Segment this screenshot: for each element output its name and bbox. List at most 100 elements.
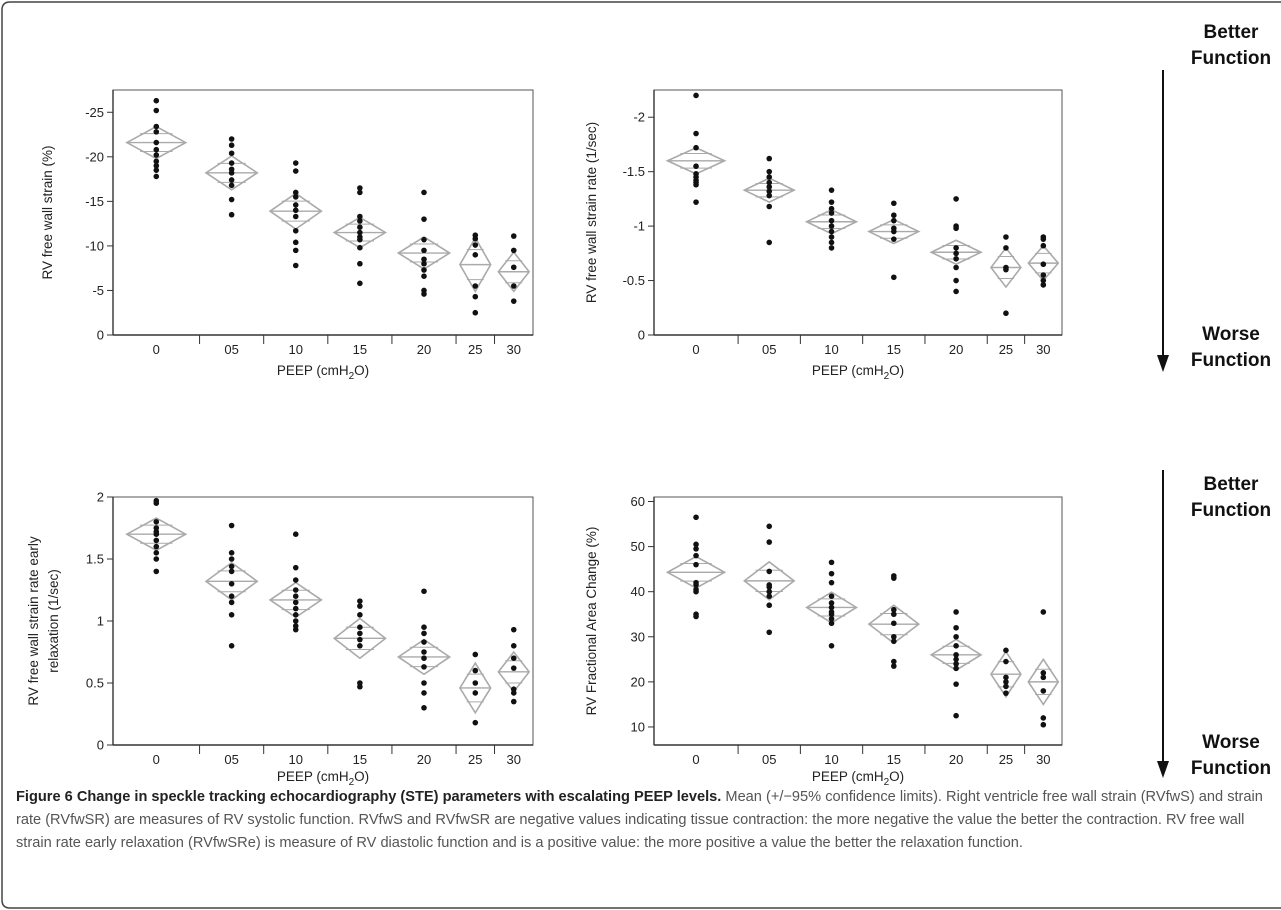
data-point [357,280,363,287]
y-tick-label: 30 [631,629,645,644]
data-point [891,212,897,219]
data-point [1040,277,1047,284]
better-function-label-bottom: Better Function [1190,474,1272,521]
data-point [153,531,160,537]
data-point [228,612,235,618]
data-point [292,194,299,200]
data-point [953,652,959,658]
data-point [228,550,235,556]
data-point [1040,609,1047,615]
data-point [766,593,773,599]
data-point [357,636,363,643]
data-point [292,160,299,166]
data-point [228,599,235,606]
data-point [891,236,897,242]
x-tick-label: 20 [417,752,431,767]
data-point [1003,647,1009,654]
data-point [421,705,427,711]
data-point [228,142,235,149]
data-point [693,199,699,205]
data-point [228,170,235,176]
data-point [510,655,517,661]
x-axis-label: PEEP (cmH2O) [812,363,904,382]
data-point [1040,670,1047,676]
data-point [472,719,479,726]
data-point [953,624,959,631]
data-point [1040,674,1047,681]
data-point [891,611,897,618]
data-point [421,247,427,254]
data-point [228,593,235,599]
data-point [766,168,773,175]
data-point [1040,272,1047,278]
data-point [228,643,235,649]
data-point [228,196,235,203]
data-point [1040,715,1047,721]
y-tick-label: 2 [97,490,104,505]
data-point [292,626,299,633]
data-point [510,298,517,304]
data-point [510,264,517,271]
data-point [953,277,959,284]
data-point [766,523,773,530]
data-point [891,633,897,640]
data-point [828,199,835,205]
data-point [472,293,479,300]
caption-title: Figure 6 Change in speckle tracking echo… [16,789,722,805]
data-point [421,630,427,637]
data-point [693,546,699,552]
data-point [953,656,959,663]
data-point [766,203,773,210]
data-point [153,543,160,550]
data-point [828,245,835,251]
data-point [693,582,699,588]
data-point [953,712,959,719]
better-function-label-top: Better Function [1190,22,1272,69]
data-point [228,211,235,218]
data-point [153,158,160,165]
data-point [357,603,363,609]
data-point [510,643,517,649]
x-axis-label: PEEP (cmH2O) [277,363,369,382]
worse-function-label-bottom: Worse Function [1190,732,1272,779]
data-point [1040,242,1047,249]
y-tick-label: -15 [85,194,104,209]
x-tick-label: 20 [949,342,963,357]
data-point [693,552,699,559]
data-point [153,550,160,556]
arrow-down-icon [1157,470,1169,778]
data-point [228,563,235,570]
data-point [357,630,363,637]
data-point [421,189,427,196]
x-tick-label: 20 [949,752,963,767]
data-point [891,228,897,235]
data-point [357,260,363,267]
data-point [828,559,835,566]
data-point [953,264,959,271]
data-point [1003,266,1009,273]
data-point [292,593,299,599]
data-point [292,239,299,246]
data-point [421,273,427,280]
arrow-down-icon [1157,70,1169,372]
data-point [953,633,959,640]
caption-body: Mean (+/−95% confidence limits). Right v… [16,789,1263,851]
y-axis-label: RV free wall strain (%) [40,145,55,279]
data-point [693,588,699,595]
data-point [357,244,363,251]
data-point [421,624,427,630]
data-point [421,260,427,267]
data-point [953,196,959,202]
data-point [891,663,897,669]
data-point [153,167,160,173]
data-point [292,599,299,606]
data-point [153,146,160,153]
data-point [953,225,959,232]
x-tick-label: 15 [887,752,901,767]
data-point [510,233,517,239]
x-tick-label: 30 [1036,342,1050,357]
data-point [357,229,363,236]
data-point [421,639,427,645]
